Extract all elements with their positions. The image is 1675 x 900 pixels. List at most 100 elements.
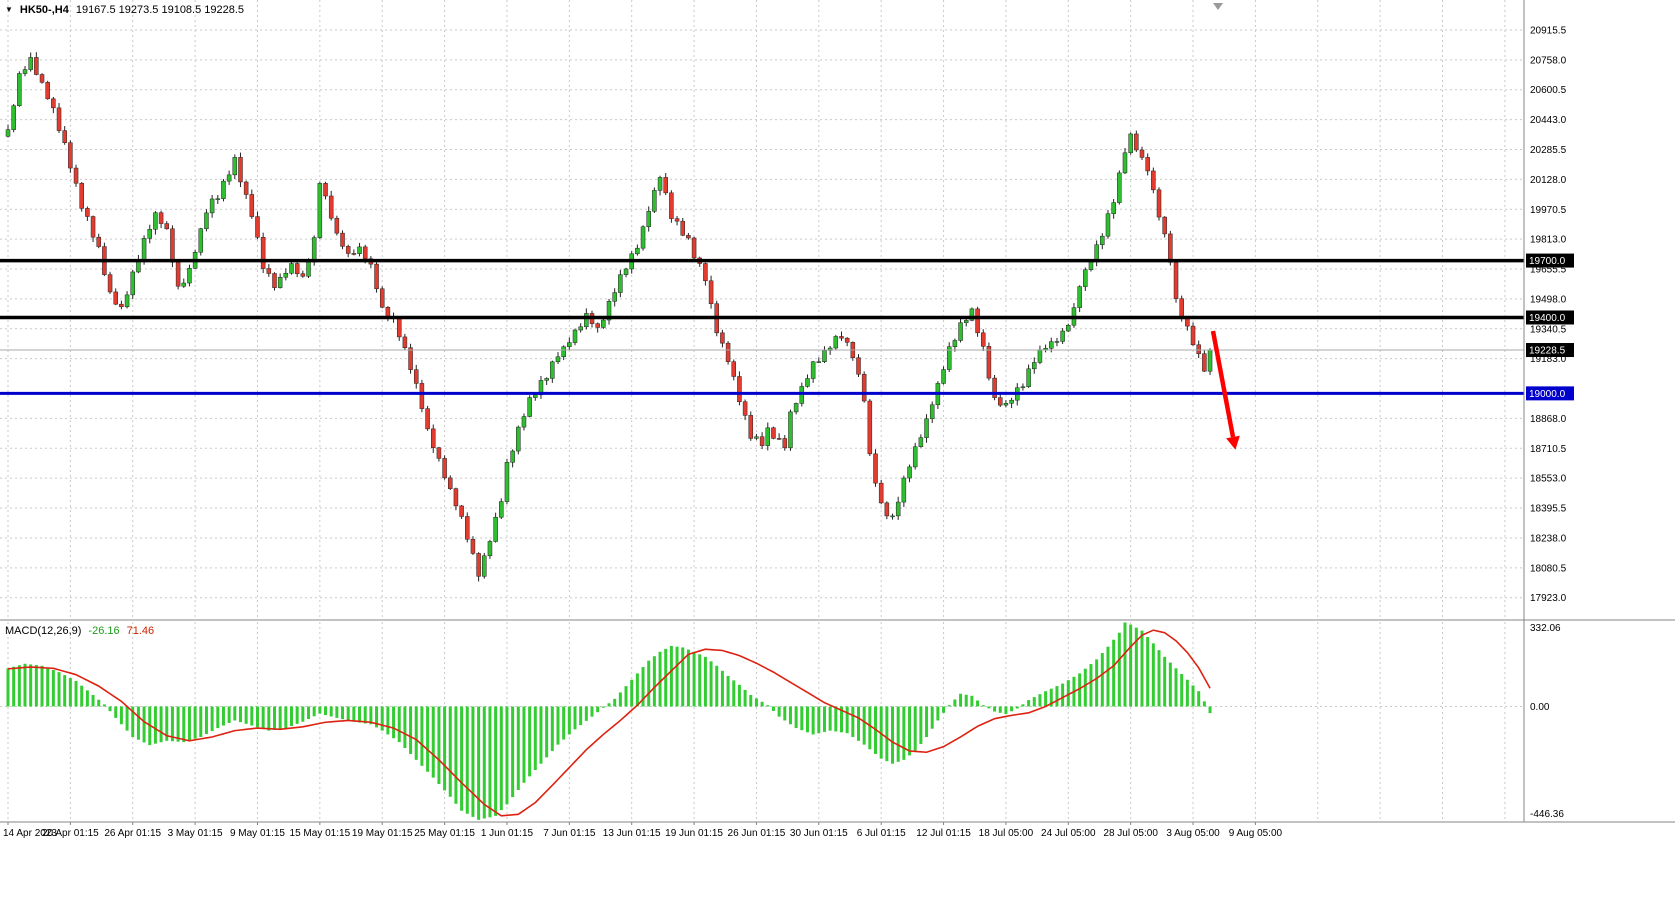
candle-body [1151,170,1156,191]
candle-body [504,462,510,502]
time-axis-label: 12 Jul 01:15 [916,828,971,839]
candle-body [272,273,277,288]
candle-body [487,541,493,557]
candle-body [805,378,810,387]
candle-body [62,130,67,143]
candle-body [22,69,28,74]
candle-body [119,303,124,308]
candle-body [652,190,657,212]
candle-body [431,428,436,448]
candle-body [1185,318,1190,327]
candle-body [249,194,255,217]
price-axis-label: 18080.5 [1530,563,1567,574]
candle-body [465,516,470,540]
candle-body [646,211,651,228]
candle-body [1145,157,1150,172]
time-axis-label: 20 Apr 01:15 [42,828,99,839]
candle-body [85,208,90,217]
candle-body [226,174,232,182]
candle-body [1088,260,1094,270]
price-axis-label: 19813.0 [1530,235,1567,246]
candle-body [175,261,181,287]
candle-body [907,466,912,479]
candle-body [618,274,623,293]
candle-body [1032,362,1037,370]
candle-body [669,192,674,219]
candle-body [929,404,935,420]
price-axis-label: 20285.5 [1530,145,1567,156]
candle-body [147,229,152,239]
candle-body [362,246,368,259]
candle-body [1207,349,1213,372]
candle-body [601,319,606,328]
candle-body [584,313,589,328]
candle-body [255,216,260,238]
candle-body [720,332,725,344]
candle-body [232,157,238,176]
candle-body [550,361,555,379]
trend-arrow-annotation[interactable] [1210,330,1240,450]
candle-body [357,246,362,254]
candle-body [963,320,969,323]
candle-body [215,198,221,200]
candle-body [527,397,532,417]
candle-body [799,386,805,404]
candle-body [158,212,164,224]
candle-body [130,271,135,296]
candle-body [317,183,323,238]
candle-body [958,322,963,341]
candle-body [759,436,765,446]
candle-body [765,427,771,446]
candle-body [924,418,929,438]
candle-body [482,555,487,577]
symbol-dropdown-icon[interactable]: ▼ [5,5,13,14]
candle-body [1196,344,1201,354]
candle-body [822,350,827,362]
time-axis-label: 25 May 01:15 [414,828,475,839]
time-axis-label: 6 Jul 01:15 [857,828,906,839]
candle-body [776,438,782,440]
candle-body [873,453,878,484]
candle-body [499,501,504,518]
candle-body [198,228,204,253]
candle-body [413,369,419,384]
candle-body [1156,189,1162,218]
candle-body [555,356,561,363]
candle-body [345,246,351,254]
candle-body [986,346,992,379]
candle-body [844,337,850,343]
price-axis-label: 19183.0 [1530,354,1567,365]
candle-body [187,268,192,284]
candle-body [1083,269,1088,287]
time-axis-label: 9 May 01:15 [230,828,285,839]
candle-body [419,383,425,409]
candle-body [56,107,62,131]
candle-body [567,342,572,347]
candle-body [45,82,50,100]
candle-body [141,238,147,260]
candle-body [771,427,776,439]
price-axis-label: 18710.5 [1530,444,1567,455]
candle-body [975,308,980,334]
time-axis-label: 26 Jun 01:15 [728,828,786,839]
price-axis-label: 19970.5 [1530,205,1567,216]
candle-body [691,237,697,259]
candle-body [572,329,578,343]
macd-histogram [6,622,1212,820]
level-badge: 19700.0 [1526,253,1574,268]
candle-body [289,263,294,274]
chart-shift-marker[interactable] [1213,3,1223,10]
candle-body [351,253,357,255]
time-axis-label: 28 Jul 05:00 [1103,828,1158,839]
candle-body [323,183,328,197]
candles-layer [5,52,1213,582]
candle-body [204,212,209,229]
price-axis-label: 17923.0 [1530,593,1567,604]
candle-body [1026,368,1031,388]
candle-body [867,400,873,455]
candle-body [1100,235,1105,245]
candle-body [1020,386,1026,389]
candle-body [521,416,527,428]
